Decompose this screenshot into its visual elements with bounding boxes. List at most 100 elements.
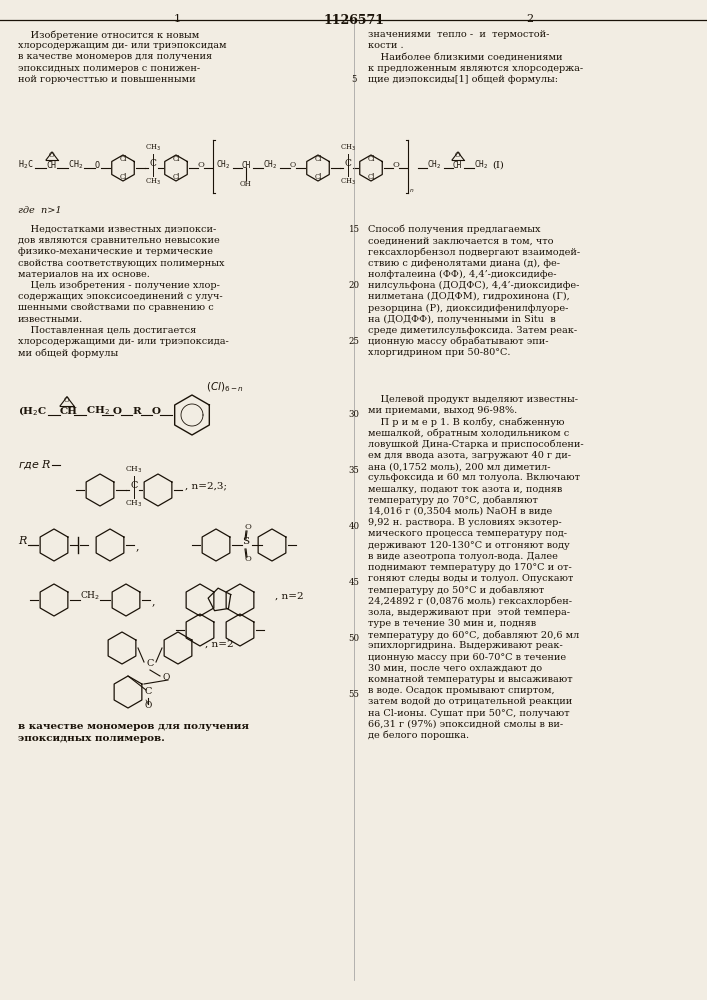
Text: 1126571: 1126571 <box>324 14 385 27</box>
Text: CH$_3$: CH$_3$ <box>340 143 356 153</box>
Text: CH: CH <box>242 160 251 169</box>
Text: CH$_2$: CH$_2$ <box>216 159 230 171</box>
Text: Cl: Cl <box>368 173 375 181</box>
Text: температуру до 70°С, добавляют: температуру до 70°С, добавляют <box>368 496 538 505</box>
Text: хлорсодержащим ди- или триэпоксидам: хлорсодержащим ди- или триэпоксидам <box>18 41 226 50</box>
Text: гоняют следы воды и толуол. Опускают: гоняют следы воды и толуол. Опускают <box>368 574 573 583</box>
Text: 1: 1 <box>173 14 180 24</box>
Text: O: O <box>198 161 205 169</box>
Text: CH: CH <box>60 406 78 416</box>
Text: Cl: Cl <box>173 155 180 163</box>
Text: OH: OH <box>240 180 252 188</box>
Text: ловушкой Дина-Старка и приспособлени-: ловушкой Дина-Старка и приспособлени- <box>368 440 583 449</box>
Text: CH$_2$: CH$_2$ <box>474 159 488 171</box>
Text: 2: 2 <box>527 14 534 24</box>
Text: мешалку, подают ток азота и, подняв: мешалку, подают ток азота и, подняв <box>368 485 562 494</box>
Text: сульфоксида и 60 мл толуола. Включают: сульфоксида и 60 мл толуола. Включают <box>368 473 580 482</box>
Text: щие диэпоксиды[1] общей формулы:: щие диэпоксиды[1] общей формулы: <box>368 75 558 84</box>
Text: эпихлоргидрина. Выдерживают реак-: эпихлоргидрина. Выдерживают реак- <box>368 641 563 650</box>
Text: гексахлорбензол подвергают взаимодей-: гексахлорбензол подвергают взаимодей- <box>368 247 580 257</box>
Text: 25: 25 <box>349 337 359 346</box>
Text: поднимают температуру до 170°С и от-: поднимают температуру до 170°С и от- <box>368 563 572 572</box>
Text: (H$_2$C: (H$_2$C <box>18 404 47 418</box>
Text: O: O <box>95 160 100 169</box>
Text: C: C <box>344 159 351 168</box>
Text: 40: 40 <box>349 522 360 531</box>
Text: держивают 120-130°С и отгоняют воду: держивают 120-130°С и отгоняют воду <box>368 541 570 550</box>
Text: 9,92 н. раствора. В условиях экзотер-: 9,92 н. раствора. В условиях экзотер- <box>368 518 561 527</box>
Text: CH$_2$: CH$_2$ <box>80 590 100 602</box>
Text: в качестве мономеров для получения: в качестве мономеров для получения <box>18 722 249 731</box>
Text: 66,31 г (97%) эпоксидной смолы в ви-: 66,31 г (97%) эпоксидной смолы в ви- <box>368 720 563 729</box>
Text: 30: 30 <box>349 410 359 419</box>
Text: O: O <box>64 396 70 404</box>
Text: ми общей формулы: ми общей формулы <box>18 348 118 358</box>
Text: CH$_3$: CH$_3$ <box>145 177 161 187</box>
Text: нолфталеина (ФФ), 4,4’-диоксидифе-: нолфталеина (ФФ), 4,4’-диоксидифе- <box>368 270 556 279</box>
Text: CH$_2$: CH$_2$ <box>86 405 110 417</box>
Text: мешалкой, обратным холодильником с: мешалкой, обратным холодильником с <box>368 429 569 438</box>
Text: свойства соответствующих полимерных: свойства соответствующих полимерных <box>18 259 225 268</box>
Text: , n=2: , n=2 <box>275 591 303 600</box>
Text: ем для ввода азота, загружают 40 г ди-: ем для ввода азота, загружают 40 г ди- <box>368 451 571 460</box>
Text: содержащих эпоксисоединений с улуч-: содержащих эпоксисоединений с улуч- <box>18 292 223 301</box>
Text: затем водой до отрицательной реакции: затем водой до отрицательной реакции <box>368 697 572 706</box>
Text: нилметана (ДОДФМ), гидрохинона (Г),: нилметана (ДОДФМ), гидрохинона (Г), <box>368 292 570 301</box>
Text: , n=2: , n=2 <box>205 640 233 648</box>
Text: Cl: Cl <box>368 155 375 163</box>
Text: Cl: Cl <box>315 173 322 181</box>
Text: R: R <box>132 406 141 416</box>
Text: в воде. Осадок промывают спиртом,: в воде. Осадок промывают спиртом, <box>368 686 554 695</box>
Text: 14,016 г (0,3504 моль) NaOH в виде: 14,016 г (0,3504 моль) NaOH в виде <box>368 507 552 516</box>
Text: кости .: кости . <box>368 41 404 50</box>
Text: эпоксидных полимеров с понижен-: эпоксидных полимеров с понижен- <box>18 64 200 73</box>
Text: температуру до 60°С, добавляют 20,6 мл: температуру до 60°С, добавляют 20,6 мл <box>368 630 579 640</box>
Text: CH$_2$: CH$_2$ <box>263 159 277 171</box>
Text: CH$_2$: CH$_2$ <box>68 159 83 171</box>
Text: хлоргидрином при 50-80°С.: хлоргидрином при 50-80°С. <box>368 348 510 357</box>
Text: ми приемами, выход 96-98%.: ми приемами, выход 96-98%. <box>368 406 518 415</box>
Text: C: C <box>144 688 152 696</box>
Text: 45: 45 <box>349 578 359 587</box>
Text: в качестве мономеров для получения: в качестве мономеров для получения <box>18 52 212 61</box>
Text: (I): (I) <box>492 160 504 169</box>
Text: Cl: Cl <box>315 155 322 163</box>
Text: O: O <box>152 406 161 416</box>
Text: O: O <box>163 674 170 682</box>
Text: резорцина (Р), диоксидифенилфлуоре-: резорцина (Р), диоксидифенилфлуоре- <box>368 303 568 313</box>
Text: C: C <box>146 660 153 668</box>
Text: C: C <box>130 482 138 490</box>
Text: Cl: Cl <box>173 173 180 181</box>
Text: Cl: Cl <box>119 155 127 163</box>
Text: П р и м е р 1. В колбу, снабженную: П р и м е р 1. В колбу, снабженную <box>368 417 564 427</box>
Text: 50: 50 <box>349 634 360 643</box>
Text: 5: 5 <box>351 75 357 84</box>
Text: Поставленная цель достигается: Поставленная цель достигается <box>18 326 197 335</box>
Text: O: O <box>144 702 152 710</box>
Text: туре в течение 30 мин и, подняв: туре в течение 30 мин и, подняв <box>368 619 536 628</box>
Text: эпоксидных полимеров.: эпоксидных полимеров. <box>18 734 165 743</box>
Text: ана (0,1752 моль), 200 мл диметил-: ана (0,1752 моль), 200 мл диметил- <box>368 462 551 471</box>
Text: где  n>1: где n>1 <box>18 206 62 215</box>
Text: H$_2$C: H$_2$C <box>18 159 33 171</box>
Text: нилсульфона (ДОДФС), 4,4’-диоксидифе-: нилсульфона (ДОДФС), 4,4’-диоксидифе- <box>368 281 579 290</box>
Text: 24,24892 г (0,0876 моль) гексахлорбен-: 24,24892 г (0,0876 моль) гексахлорбен- <box>368 597 572 606</box>
Text: Целевой продукт выделяют известны-: Целевой продукт выделяют известны- <box>368 395 578 404</box>
Text: 55: 55 <box>349 690 359 699</box>
Text: O: O <box>113 406 122 416</box>
Text: CH: CH <box>453 160 462 169</box>
Text: ,: , <box>152 596 156 606</box>
Text: значениями  тепло -  и  термостой-: значениями тепло - и термостой- <box>368 30 549 39</box>
Text: , n=2,3;: , n=2,3; <box>185 482 227 490</box>
Text: ствию с дифенолятами диана (д), фе-: ствию с дифенолятами диана (д), фе- <box>368 259 560 268</box>
Text: в виде азеотропа толуол-вода. Далее: в виде азеотропа толуол-вода. Далее <box>368 552 558 561</box>
Text: температуру до 50°С и добавляют: температуру до 50°С и добавляют <box>368 585 544 595</box>
Text: C: C <box>150 159 156 168</box>
Text: комнатной температуры и высаживают: комнатной температуры и высаживают <box>368 675 573 684</box>
Text: $(Cl)_{6-n}$: $(Cl)_{6-n}$ <box>206 380 244 394</box>
Text: Способ получения предлагаемых: Способ получения предлагаемых <box>368 225 540 234</box>
Text: среде диметилсульфоксида. Затем реак-: среде диметилсульфоксида. Затем реак- <box>368 326 577 335</box>
Text: материалов на их основе.: материалов на их основе. <box>18 270 150 279</box>
Text: CH$_3$: CH$_3$ <box>125 465 143 475</box>
Text: 15: 15 <box>349 225 360 234</box>
